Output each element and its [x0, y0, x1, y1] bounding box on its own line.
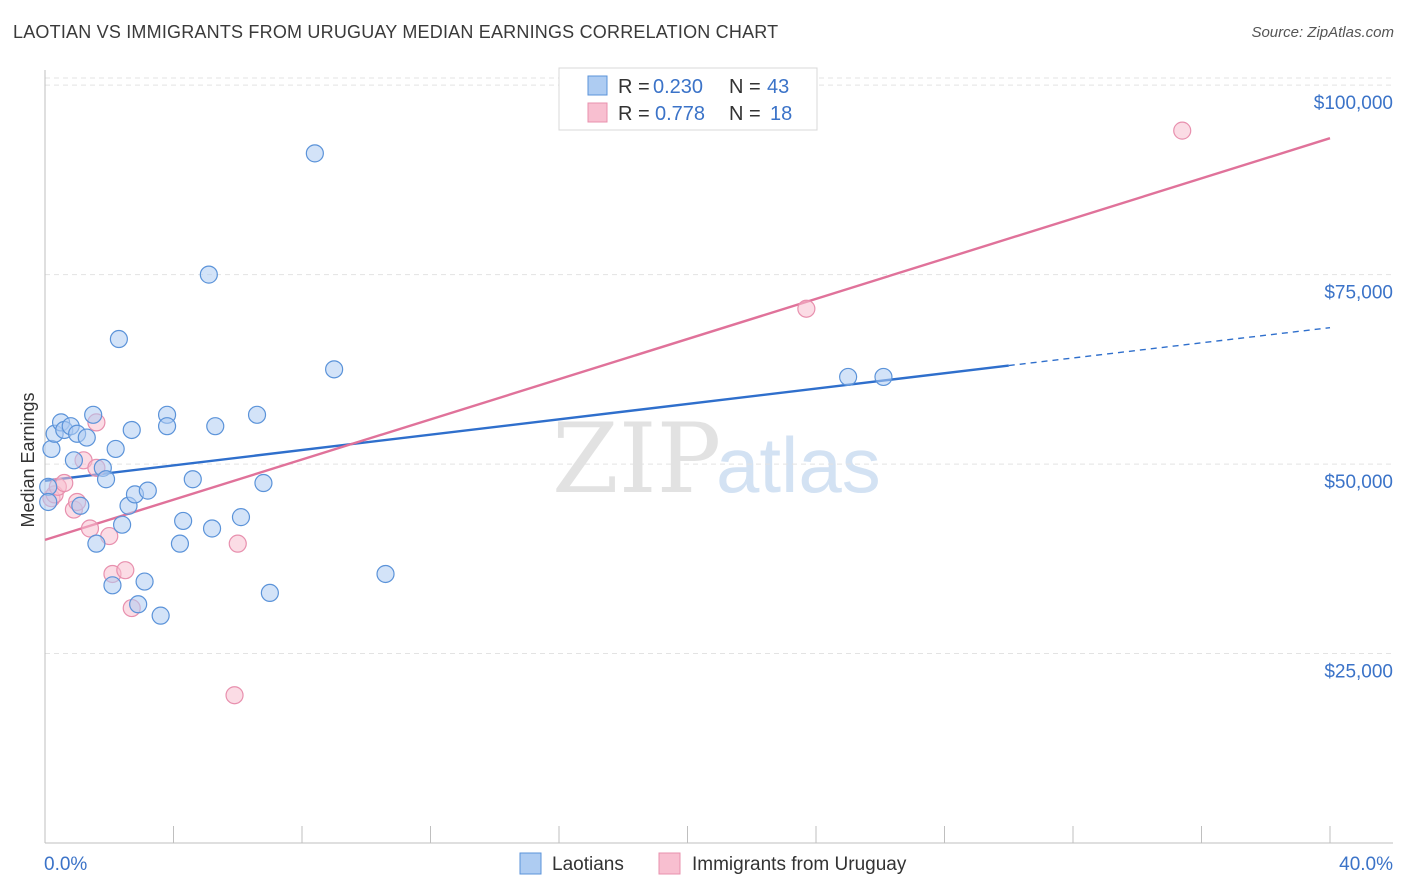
- point-uruguay: [225, 686, 244, 705]
- point-uruguay: [80, 519, 100, 538]
- watermark-atlas: atlas: [716, 421, 881, 509]
- point-laotians: [112, 515, 132, 534]
- point-laotians: [39, 492, 58, 512]
- chart-title: LAOTIAN VS IMMIGRANTS FROM URUGUAY MEDIA…: [13, 22, 779, 42]
- axes: [44, 70, 1393, 844]
- point-laotians: [305, 144, 324, 163]
- point-laotians: [103, 576, 122, 595]
- point-laotians: [206, 417, 225, 436]
- point-laotians: [122, 420, 141, 440]
- point-laotians: [87, 534, 106, 553]
- watermark-zip: ZIP: [552, 403, 721, 515]
- point-laotians: [42, 439, 61, 459]
- point-laotians: [109, 329, 128, 349]
- point-laotians: [254, 473, 273, 493]
- point-laotians: [135, 572, 154, 591]
- y-tick-label: $50,000: [1324, 472, 1393, 493]
- point-uruguay: [228, 534, 247, 553]
- point-laotians: [202, 519, 222, 538]
- bottom-legend-swatch-uruguay: [658, 852, 681, 875]
- point-uruguay: [116, 561, 135, 580]
- point-laotians: [199, 265, 218, 284]
- bottom-legend-swatch-laotians: [519, 852, 542, 875]
- point-laotians: [170, 534, 190, 553]
- point-laotians: [138, 481, 157, 500]
- legend-r-value-2: 0.778: [655, 103, 705, 125]
- point-laotians: [129, 595, 148, 614]
- series-legend: Laotians Immigrants from Uruguay: [519, 852, 907, 875]
- legend-n-value-1: 43: [767, 76, 789, 98]
- x-tick-label-max: 40.0%: [1339, 854, 1393, 875]
- point-uruguay: [797, 299, 816, 318]
- point-laotians: [874, 367, 893, 387]
- point-laotians: [174, 511, 193, 531]
- legend-swatch-uruguay: [587, 102, 608, 123]
- legend-n-label-2: N =: [729, 103, 761, 125]
- legend-r-value-1: 0.230: [653, 76, 703, 98]
- grid-lines: [45, 77, 1393, 655]
- legend-r-label-1: R =: [618, 76, 650, 98]
- legend-r-label-2: R =: [618, 103, 650, 125]
- point-laotians: [106, 439, 125, 459]
- point-laotians: [71, 496, 90, 515]
- point-uruguay: [55, 473, 74, 493]
- trend-line-uruguay: [44, 137, 1331, 542]
- point-laotians: [376, 564, 395, 584]
- correlation-legend: R = 0.230 N = 43 R = 0.778 N = 18: [558, 67, 818, 131]
- point-laotians: [39, 477, 58, 496]
- y-tick-label: $100,000: [1314, 93, 1393, 114]
- bottom-legend-label-uruguay: Immigrants from Uruguay: [692, 854, 907, 875]
- data-points: [39, 121, 1192, 705]
- legend-n-value-2: 18: [770, 103, 792, 125]
- source-credit: Source: ZipAtlas.com: [1251, 24, 1394, 41]
- y-axis-label: Median Earnings: [18, 392, 38, 527]
- point-laotians: [325, 360, 344, 379]
- bottom-legend-label-laotians: Laotians: [552, 854, 624, 875]
- tick-labels: $25,000 $50,000 $75,000 $100,000 0.0% 40.0%: [44, 93, 1393, 875]
- legend-swatch-laotians: [587, 75, 608, 96]
- legend-n-label-1: N =: [729, 76, 761, 98]
- point-uruguay: [1173, 121, 1192, 140]
- point-laotians: [260, 583, 279, 603]
- point-laotians: [247, 405, 267, 424]
- point-laotians: [157, 417, 177, 436]
- x-tick-label-min: 0.0%: [44, 854, 87, 875]
- point-laotians: [96, 470, 116, 489]
- y-tick-label: $75,000: [1324, 283, 1393, 304]
- point-laotians: [84, 405, 103, 424]
- point-laotians: [231, 508, 251, 527]
- point-laotians: [151, 606, 170, 625]
- y-tick-label: $25,000: [1324, 662, 1393, 683]
- point-laotians: [64, 451, 84, 470]
- point-laotians: [839, 367, 858, 387]
- trend-line-laotians-extension: [1008, 326, 1331, 367]
- point-laotians: [183, 470, 202, 489]
- point-laotians: [77, 428, 96, 447]
